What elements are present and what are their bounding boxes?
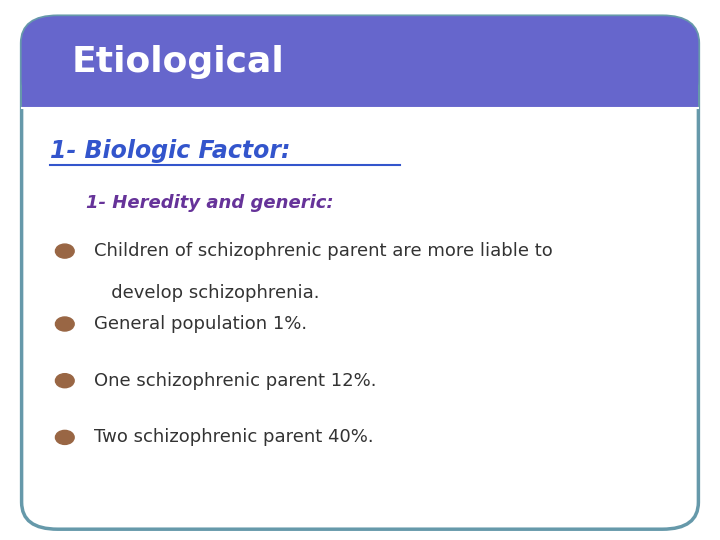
FancyBboxPatch shape [22,16,698,108]
Text: 1- Biologic Factor:: 1- Biologic Factor: [50,139,291,163]
Text: Etiological: Etiological [72,45,284,79]
Circle shape [55,317,74,331]
Text: General population 1%.: General population 1%. [94,315,307,333]
Circle shape [55,430,74,444]
FancyBboxPatch shape [22,16,698,529]
Text: develop schizophrenia.: develop schizophrenia. [94,284,319,302]
Text: Children of schizophrenic parent are more liable to: Children of schizophrenic parent are mor… [94,242,552,260]
Text: One schizophrenic parent 12%.: One schizophrenic parent 12%. [94,372,376,390]
Circle shape [55,374,74,388]
Circle shape [55,244,74,258]
Text: Two schizophrenic parent 40%.: Two schizophrenic parent 40%. [94,428,373,447]
Text: 1- Heredity and generic:: 1- Heredity and generic: [86,193,334,212]
Bar [22,76,698,108]
